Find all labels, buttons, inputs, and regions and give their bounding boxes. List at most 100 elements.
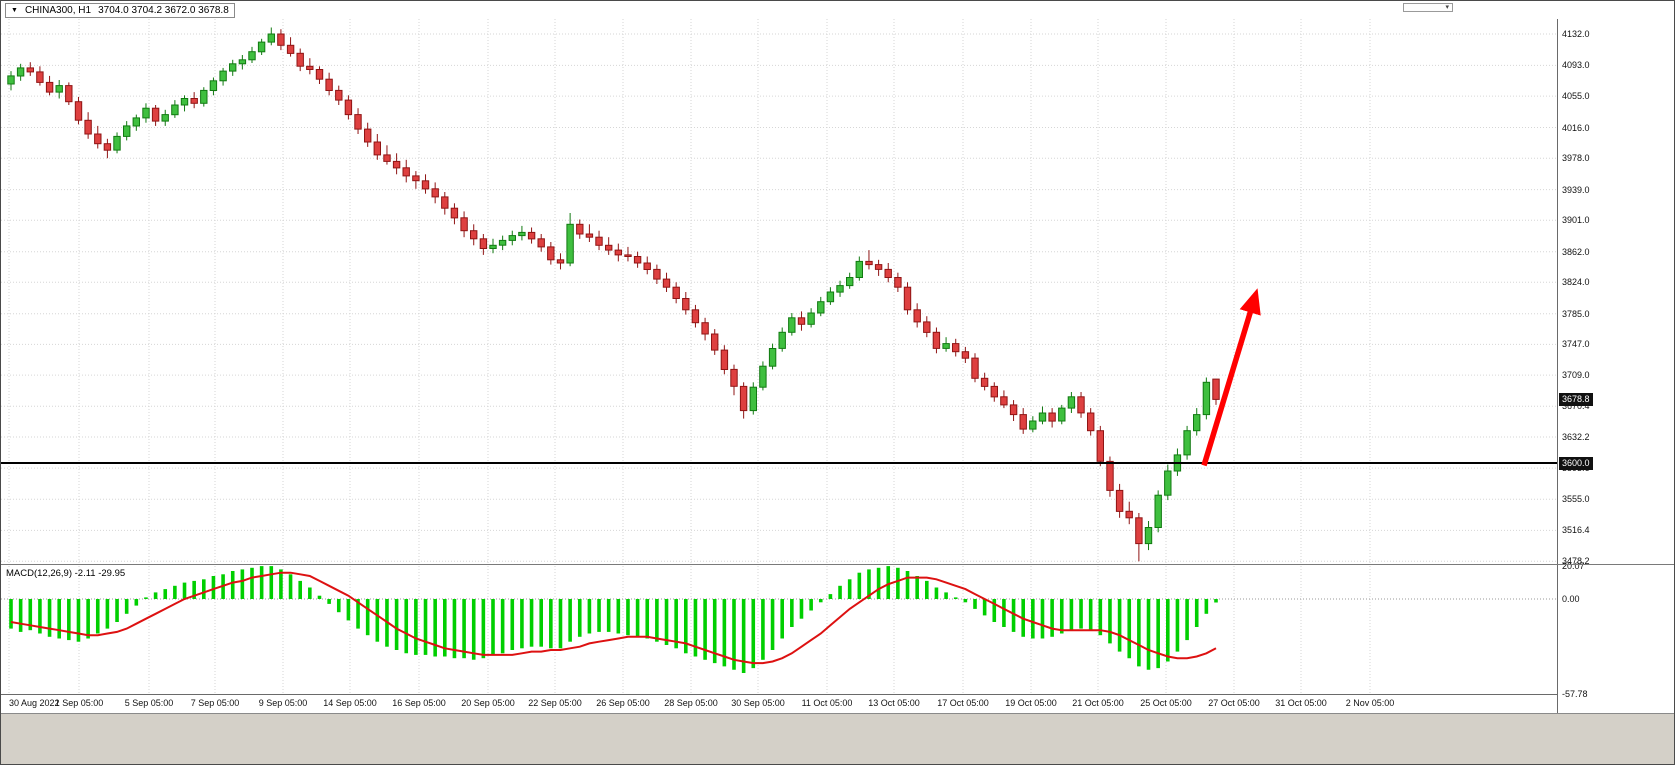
candle (768, 348, 777, 367)
candle (605, 244, 613, 251)
candle (498, 239, 507, 246)
chart-toolbar-fragment[interactable]: ▾ (1403, 3, 1453, 12)
time-tick-label: 14 Sep 05:00 (323, 698, 377, 708)
candle (518, 231, 526, 237)
price-axis[interactable]: 4132.0 4093.0 4055.0 4016.0 3978.0 3939.0 3901… (1557, 1, 1674, 713)
candle (797, 317, 806, 325)
macd-grid (8, 566, 1371, 694)
candle (730, 368, 738, 387)
time-axis[interactable]: 30 Aug 2022 1 Sep 05:00 5 Sep 05:00 7 Sep 0… (1, 694, 1557, 713)
candle (720, 349, 729, 371)
candle (508, 235, 517, 241)
price-tick-label: 3632.2 (1562, 432, 1590, 442)
candle (1212, 378, 1220, 400)
candle (595, 236, 603, 246)
time-tick-label: 22 Sep 05:00 (528, 698, 582, 708)
candle (132, 117, 141, 127)
candle (566, 223, 574, 264)
candle (903, 286, 912, 311)
candle (701, 322, 709, 335)
chevron-down-icon: ▾ (1445, 4, 1449, 11)
candle (74, 101, 83, 121)
candle (1038, 412, 1047, 422)
time-tick-label: 26 Sep 05:00 (596, 698, 650, 708)
candle (123, 125, 131, 137)
candle (537, 238, 545, 248)
candle (286, 44, 295, 54)
symbol-ohlc-label[interactable]: ▼ CHINA300, H1 3704.0 3704.2 3672.0 3678… (5, 3, 235, 18)
candle (778, 331, 786, 349)
candle (55, 85, 63, 93)
candlestick-chart[interactable] (1, 19, 1557, 564)
macd-indicator-panel[interactable] (1, 566, 1557, 694)
candle (1106, 460, 1114, 491)
price-tick-label: 4093.0 (1562, 60, 1590, 70)
symbol-name: CHINA300, H1 (24, 5, 92, 16)
candle (26, 67, 35, 73)
candle (980, 377, 989, 387)
time-tick-label: 28 Sep 05:00 (664, 698, 718, 708)
candle (884, 268, 892, 278)
candle (1183, 430, 1191, 456)
candle (84, 119, 92, 135)
candle (257, 41, 266, 53)
time-tick-label: 7 Sep 05:00 (190, 698, 240, 708)
price-tick-label: 3862.0 (1562, 247, 1590, 257)
candle (354, 114, 362, 130)
candle (1144, 527, 1153, 545)
candle (826, 291, 835, 303)
candle (576, 223, 584, 235)
candle (807, 312, 815, 325)
price-tick-label: 3555.0 (1562, 494, 1590, 504)
candle (16, 67, 25, 77)
macd-tick-label: 0.00 (1562, 594, 1580, 604)
price-tick-label: 3747.0 (1562, 339, 1590, 349)
candle (200, 89, 208, 104)
time-tick-label: 30 Sep 05:00 (731, 698, 785, 708)
candle (238, 59, 247, 65)
candle (1067, 396, 1076, 409)
candle (450, 207, 459, 219)
price-tick-label: 3824.0 (1562, 277, 1590, 287)
candle (412, 175, 420, 182)
candle (682, 298, 690, 311)
candle (527, 231, 536, 240)
time-tick-label: 13 Oct 05:00 (868, 698, 920, 708)
candle (788, 317, 796, 333)
candle (479, 238, 488, 250)
macd-indicator-label: MACD(12,26,9) -2.11 -29.95 (6, 568, 126, 579)
time-tick-label: 21 Oct 05:00 (1072, 698, 1124, 708)
candles-layer (7, 27, 1220, 562)
candle (306, 65, 314, 70)
price-tick-label: 3516.4 (1562, 525, 1590, 535)
candle (942, 343, 950, 349)
candle (932, 331, 941, 349)
candle (1048, 412, 1056, 422)
candle (691, 309, 700, 324)
candle (1164, 470, 1172, 496)
candle (325, 78, 333, 92)
candle (624, 254, 632, 257)
candle (373, 141, 382, 156)
ohlc-values: 3704.0 3704.2 3672.0 3678.8 (98, 5, 229, 16)
candle (952, 343, 960, 353)
candle (460, 217, 468, 232)
candle (547, 246, 555, 261)
time-tick-label: 1 Sep 05:00 (54, 698, 104, 708)
time-tick-label: 27 Oct 05:00 (1208, 698, 1260, 708)
trend-arrow-object[interactable] (1201, 288, 1261, 467)
price-tick-label: 4055.0 (1562, 91, 1590, 101)
candle (662, 278, 671, 288)
candle (971, 357, 979, 379)
candle (103, 143, 112, 151)
price-tick-label: 3709.0 (1562, 370, 1590, 380)
candle (383, 154, 391, 162)
hline-price-badge: 3600.0 (1559, 457, 1593, 470)
candle (65, 85, 73, 103)
time-tick-label: 11 Oct 05:00 (801, 698, 853, 708)
candle (1202, 381, 1211, 416)
candle (1096, 430, 1104, 462)
candle (1058, 407, 1066, 422)
candle (489, 244, 497, 250)
candle (556, 259, 565, 264)
